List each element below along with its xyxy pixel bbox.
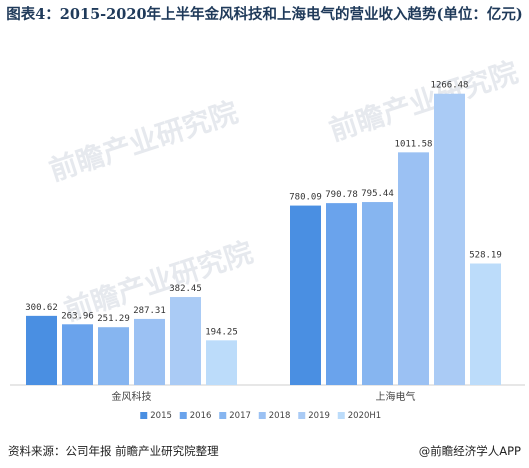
data-label: 287.31 <box>133 306 166 316</box>
bar <box>326 203 357 385</box>
legend-swatch <box>219 412 227 419</box>
data-label: 300.62 <box>25 303 58 313</box>
legend-swatch <box>258 412 266 419</box>
category-label: 金风科技 <box>112 390 152 403</box>
category-label: 上海电气 <box>376 390 416 403</box>
legend-label: 2019 <box>308 411 330 421</box>
data-label: 795.44 <box>361 189 394 199</box>
bar <box>170 297 201 385</box>
bar <box>434 93 465 385</box>
legend-swatch <box>179 412 187 419</box>
source-note: 资料来源：公司年报 前瞻产业研究院整理 <box>8 444 219 458</box>
legend-label: 2017 <box>229 411 251 421</box>
legend-label: 2016 <box>190 411 212 421</box>
legend-swatch <box>140 412 148 419</box>
bar <box>362 202 393 385</box>
brand-label: @前瞻经济学人APP <box>418 444 521 458</box>
bar <box>62 324 93 385</box>
legend-label: 2020H1 <box>348 411 381 421</box>
data-label: 251.29 <box>97 314 130 324</box>
bar <box>98 327 129 385</box>
legend-swatch <box>298 412 306 419</box>
bar <box>398 152 429 385</box>
bar <box>26 315 57 385</box>
data-label: 1266.48 <box>431 81 469 91</box>
legend-label: 2015 <box>150 411 172 421</box>
bar <box>470 263 501 385</box>
data-label: 528.19 <box>469 251 502 261</box>
data-label: 1011.58 <box>395 139 433 149</box>
data-label: 382.45 <box>169 284 202 294</box>
legend-label: 2018 <box>269 411 291 421</box>
bar <box>206 340 237 385</box>
data-label: 194.25 <box>205 327 238 337</box>
chart-title: 图表4：2015-2020年上半年金风科技和上海电气的营业收入趋势(单位：亿元) <box>6 6 523 23</box>
data-label: 263.96 <box>61 311 94 321</box>
bar <box>134 318 165 385</box>
data-label: 780.09 <box>289 193 322 203</box>
legend-swatch <box>337 412 345 419</box>
bar <box>290 205 321 385</box>
footer: 资料来源：公司年报 前瞻产业研究院整理 @前瞻经济学人APP <box>0 437 529 468</box>
data-label: 790.78 <box>325 190 358 200</box>
